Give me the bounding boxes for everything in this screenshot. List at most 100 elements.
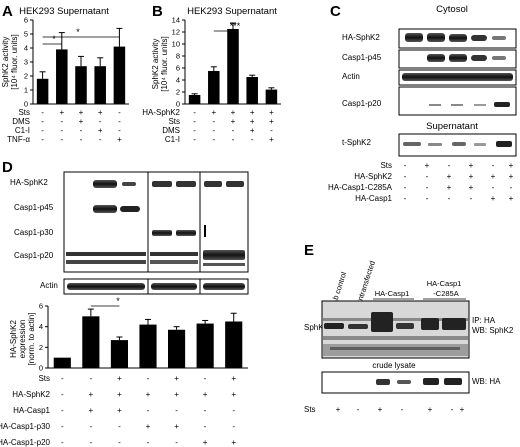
panel-d-bar: [53, 357, 71, 368]
panel-a-bar: [75, 66, 87, 104]
panel-c-matrix-cell: +: [469, 183, 474, 192]
panel-a-bar: [94, 66, 106, 104]
panel-b-bar: [227, 29, 239, 104]
panel-b-ytick-label: 4: [176, 76, 180, 85]
panel-a-matrix-cell: -: [60, 126, 63, 135]
panel-b-sig-1: ***: [230, 21, 241, 31]
panel-b-matrix: HA-SphK2- + + + +Sts - - + + +DMS - - - + -C1-I - - - - +: [142, 108, 274, 144]
panel-d-matrix-cell: +: [203, 390, 208, 399]
panel-c-blot-label-4: Casp1-p20: [342, 99, 382, 108]
panel-a-matrix-cell: +: [98, 126, 103, 135]
panel-b-label: B: [152, 3, 163, 20]
panel-a-matrix-cell: -: [80, 126, 83, 135]
panel-c-matrix-cell: +: [509, 194, 514, 203]
panel-e-crude-blot: [321, 371, 470, 394]
panel-d-matrix-cell: -: [61, 438, 64, 447]
panel-c-bands-casp1-p20: [429, 102, 510, 107]
panel-c-blot-label-2: Casp1-p45: [342, 53, 382, 62]
panel-a-matrix-cell: -: [118, 117, 121, 126]
panel-c-matrix-cell: +: [491, 172, 496, 181]
panel-a-label: A: [2, 3, 13, 20]
panel-e-ip-label: IP: HA: [472, 316, 496, 325]
panel-d-bar: [110, 340, 128, 368]
panel-e-wb-ha-label: WB: HA: [472, 377, 501, 386]
panel-b-bar: [188, 95, 201, 104]
panel-c-matrix-cell: -: [448, 161, 451, 170]
panel-d-blot-label-5: Actin: [40, 281, 58, 290]
panel-d-matrix-cell: -: [147, 406, 150, 415]
panel-c-matrix-cell: +: [509, 172, 514, 181]
panel-a-matrix-cell: -: [41, 108, 44, 117]
panel-b-row-label: DMS: [162, 126, 180, 135]
panel-a-matrix-cell: +: [59, 108, 64, 117]
panel-c-matrix-cell: +: [509, 161, 514, 170]
panel-e-lane-label-4: HA-Casp1: [427, 279, 462, 288]
panel-b-ytick-label: 0: [176, 100, 180, 109]
panel-a-matrix-cell: -: [99, 135, 102, 144]
panel-a-bar: [56, 49, 68, 104]
panel-c-matrix-cell: +: [447, 183, 452, 192]
panel-c-matrix: Sts - + - + - + HA-SphK2 - - + + + + HA-Casp1-C285A - - +…: [328, 161, 514, 203]
panel-b-row-label: HA-SphK2: [142, 108, 180, 117]
panel-e-wb-label: WB: SphK2: [472, 326, 514, 335]
panel-d-matrix-cell: +: [117, 390, 122, 399]
panel-d-matrix-cell: -: [61, 374, 64, 383]
panel-e-matrix-cell: +: [336, 405, 341, 414]
panel-c-matrix-cell: -: [426, 183, 429, 192]
panel-b-ytick-label: 8: [176, 52, 180, 61]
panel-d-ylabel-3: [norm. to actin]: [27, 313, 36, 366]
panel-c-matrix-cell: -: [404, 172, 407, 181]
panel-c-row-label: HA-Casp1: [355, 194, 392, 203]
panel-a-matrix-cell: -: [41, 135, 44, 144]
panel-b-matrix-cell: -: [193, 135, 196, 144]
panel-b-ytick-label: 6: [176, 64, 180, 73]
panel-c-blot-casp1-p20: [398, 86, 517, 116]
panel-d-blot-label-2: Casp1-p45: [14, 203, 54, 212]
panel-c-cytosol: Cytosol: [436, 4, 468, 15]
panel-d-matrix-cell: +: [117, 406, 122, 415]
panel-a-matrix-cell: -: [41, 117, 44, 126]
panel-d-row-label: HA-Casp1-p20: [0, 438, 51, 447]
panel-b-ylabel-2: [10⁴ fluor. units]: [160, 36, 169, 91]
panel-e-matrix-cell: -: [401, 405, 404, 414]
panel-d-matrix-cell: +: [231, 374, 236, 383]
panel-c-supernatant: Supernatant: [426, 121, 478, 132]
panel-b-matrix-cell: -: [193, 126, 196, 135]
panel-a-matrix-cell: -: [99, 117, 102, 126]
panel-e-blot-bands: [323, 312, 468, 356]
panel-c-matrix-cell: -: [448, 194, 451, 203]
panel-d-matrix-cell: -: [175, 406, 178, 415]
panel-a: A HEK293 Supernatant SphK2 activity [10⁴…: [1, 3, 129, 144]
panel-a-ytick-label: 2: [24, 72, 28, 81]
panel-d-matrix-cell: -: [61, 422, 64, 431]
panel-a-matrix-cell: +: [98, 108, 103, 117]
panel-d-matrix-cell: -: [147, 374, 150, 383]
panel-d-matrix-cell: +: [89, 406, 94, 415]
panel-d-matrix-cell: -: [90, 374, 93, 383]
panel-d-blot-label-3: Casp1-p30: [14, 228, 54, 237]
panel-a-bar: [36, 78, 49, 104]
panel-a-matrix-cell: +: [79, 108, 84, 117]
panel-d-matrix-cell: -: [147, 438, 150, 447]
panel-e-matrix-cell: -: [357, 405, 360, 414]
panel-e-matrix-cell: +: [460, 405, 465, 414]
panel-d: D HA-SphK2 Casp1-p45 Casp1-p30 Casp1-p20…: [0, 159, 249, 447]
panel-d-bar: [225, 321, 243, 368]
panel-c-matrix-cell: -: [492, 161, 495, 170]
panel-d-matrix-cell: +: [231, 438, 236, 447]
panel-b-matrix-cell: -: [193, 117, 196, 126]
panel-c-bands-ha-sphk2: [405, 33, 506, 42]
panel-d-matrix-cell: -: [204, 406, 207, 415]
panel-a-ytick-label: 1: [24, 86, 28, 95]
panel-c-bands-actin: [402, 73, 513, 81]
panel-e-crude-bands: [376, 378, 462, 385]
panel-e-lane-label-5: -C285A: [433, 289, 458, 298]
panel-c-matrix-cell: +: [469, 161, 474, 170]
panel-b-matrix-cell: -: [232, 126, 235, 135]
panel-b-matrix-cell: -: [232, 135, 235, 144]
panel-a-row-label: Sts: [18, 108, 30, 117]
panel-a-ytick-label: 0: [24, 100, 28, 109]
panel-d-bar: [82, 316, 100, 368]
panel-e-matrix-cell: +: [428, 405, 433, 414]
